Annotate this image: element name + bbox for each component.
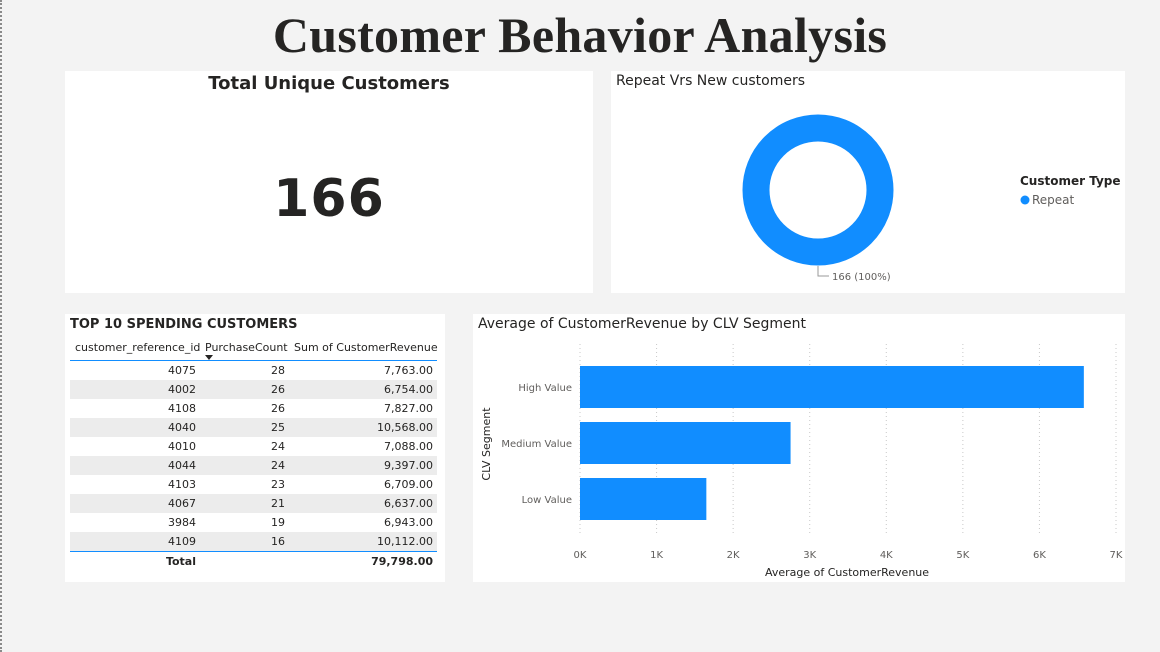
x-tick-label: 6K bbox=[1033, 550, 1046, 561]
x-axis-title: Average of CustomerRevenue bbox=[765, 566, 929, 579]
cell-revenue: 7,088.00 bbox=[384, 440, 433, 453]
total-label: Total bbox=[165, 555, 196, 568]
legend-dot-repeat[interactable] bbox=[1020, 195, 1030, 205]
kpi-title: Total Unique Customers bbox=[208, 73, 450, 94]
cell-customer-id: 4002 bbox=[168, 383, 196, 396]
table-row[interactable]: 4002 26 6,754.00 bbox=[70, 380, 437, 399]
bar-medium-value[interactable] bbox=[580, 422, 791, 464]
legend-label-repeat[interactable]: Repeat bbox=[1032, 193, 1075, 207]
bar-chart: High Value Medium Value Low Value 0K 1K 2K 3K… bbox=[480, 344, 1123, 579]
x-tick-label: 4K bbox=[880, 550, 893, 561]
cell-revenue: 7,827.00 bbox=[384, 402, 433, 415]
y-axis-title: CLV Segment bbox=[480, 407, 493, 481]
column-header-purchase-count[interactable]: PurchaseCount bbox=[205, 341, 288, 354]
total-value: 79,798.00 bbox=[371, 555, 433, 568]
table-title: TOP 10 SPENDING CUSTOMERS bbox=[70, 317, 298, 332]
category-label: Medium Value bbox=[501, 439, 572, 450]
table-row[interactable]: 4108 26 7,827.00 bbox=[70, 399, 437, 418]
cell-purchase-count: 19 bbox=[271, 516, 285, 529]
table-row[interactable]: 3984 19 6,943.00 bbox=[70, 513, 437, 532]
cell-purchase-count: 26 bbox=[271, 402, 285, 415]
cell-customer-id: 4040 bbox=[168, 421, 196, 434]
x-tick-label: 0K bbox=[574, 550, 587, 561]
sort-descending-icon[interactable] bbox=[205, 355, 213, 360]
cell-customer-id: 4109 bbox=[168, 535, 196, 548]
cell-customer-id: 3984 bbox=[168, 516, 196, 529]
x-tick-label: 3K bbox=[803, 550, 816, 561]
donut-chart-card[interactable]: Repeat Vrs New customers 166 (100%) Cust… bbox=[611, 71, 1125, 293]
cell-revenue: 10,568.00 bbox=[377, 421, 433, 434]
top-customers-table: customer_reference_id PurchaseCount Sum … bbox=[70, 338, 438, 571]
column-header-customer-id[interactable]: customer_reference_id bbox=[75, 341, 201, 354]
cell-purchase-count: 24 bbox=[271, 440, 285, 453]
cell-customer-id: 4044 bbox=[168, 459, 196, 472]
donut-slice-repeat[interactable] bbox=[742, 114, 894, 266]
table-header-row: customer_reference_id PurchaseCount Sum … bbox=[70, 338, 438, 361]
cell-revenue: 6,754.00 bbox=[384, 383, 433, 396]
table-row[interactable]: 4103 23 6,709.00 bbox=[70, 475, 437, 494]
table-body: 4075 28 7,763.00 4002 26 6,754.00 4108 26 7,827.… bbox=[70, 361, 437, 551]
x-tick-label: 2K bbox=[727, 550, 740, 561]
donut-chart-title: Repeat Vrs New customers bbox=[616, 73, 806, 89]
table-total-row: Total 79,798.00 bbox=[70, 551, 437, 571]
category-label: High Value bbox=[518, 383, 572, 394]
x-tick-label: 7K bbox=[1110, 550, 1123, 561]
cell-purchase-count: 16 bbox=[271, 535, 285, 548]
kpi-value: 166 bbox=[273, 169, 385, 229]
cell-purchase-count: 23 bbox=[271, 478, 285, 491]
category-label: Low Value bbox=[522, 495, 572, 506]
cell-customer-id: 4010 bbox=[168, 440, 196, 453]
donut-chart: 166 (100%) Customer Type Repeat bbox=[742, 114, 1121, 283]
cell-revenue: 7,763.00 bbox=[384, 364, 433, 377]
cell-revenue: 9,397.00 bbox=[384, 459, 433, 472]
cell-customer-id: 4067 bbox=[168, 497, 196, 510]
table-row[interactable]: 4075 28 7,763.00 bbox=[70, 361, 437, 380]
cell-purchase-count: 21 bbox=[271, 497, 285, 510]
cell-revenue: 6,709.00 bbox=[384, 478, 433, 491]
cell-revenue: 6,637.00 bbox=[384, 497, 433, 510]
cell-customer-id: 4108 bbox=[168, 402, 196, 415]
donut-data-label-leader bbox=[817, 266, 829, 277]
cell-customer-id: 4075 bbox=[168, 364, 196, 377]
table-row[interactable]: 4010 24 7,088.00 bbox=[70, 437, 437, 456]
cell-purchase-count: 28 bbox=[271, 364, 285, 377]
table-row[interactable]: 4067 21 6,637.00 bbox=[70, 494, 437, 513]
bar-chart-title: Average of CustomerRevenue by CLV Segmen… bbox=[478, 316, 806, 332]
top-customers-table-card[interactable]: TOP 10 SPENDING CUSTOMERS customer_refer… bbox=[65, 314, 445, 582]
canvas-left-border bbox=[0, 0, 2, 652]
bar-chart-card[interactable]: Average of CustomerRevenue by CLV Segmen… bbox=[473, 314, 1125, 582]
x-tick-label: 1K bbox=[650, 550, 663, 561]
cell-purchase-count: 26 bbox=[271, 383, 285, 396]
cell-purchase-count: 24 bbox=[271, 459, 285, 472]
table-row[interactable]: 4109 16 10,112.00 bbox=[70, 532, 437, 551]
kpi-card-total-unique-customers[interactable]: Total Unique Customers 166 bbox=[65, 71, 593, 293]
table-row[interactable]: 4040 25 10,568.00 bbox=[70, 418, 437, 437]
table-row[interactable]: 4044 24 9,397.00 bbox=[70, 456, 437, 475]
cell-revenue: 10,112.00 bbox=[377, 535, 433, 548]
donut-data-label: 166 (100%) bbox=[832, 272, 891, 283]
cell-purchase-count: 25 bbox=[271, 421, 285, 434]
page-title: Customer Behavior Analysis bbox=[272, 7, 888, 63]
bar-low-value[interactable] bbox=[580, 478, 707, 520]
column-header-revenue[interactable]: Sum of CustomerRevenue bbox=[294, 341, 438, 354]
cell-revenue: 6,943.00 bbox=[384, 516, 433, 529]
bar-high-value[interactable] bbox=[580, 366, 1084, 408]
x-tick-label: 5K bbox=[956, 550, 969, 561]
donut-legend-title: Customer Type bbox=[1020, 174, 1121, 188]
cell-customer-id: 4103 bbox=[168, 478, 196, 491]
